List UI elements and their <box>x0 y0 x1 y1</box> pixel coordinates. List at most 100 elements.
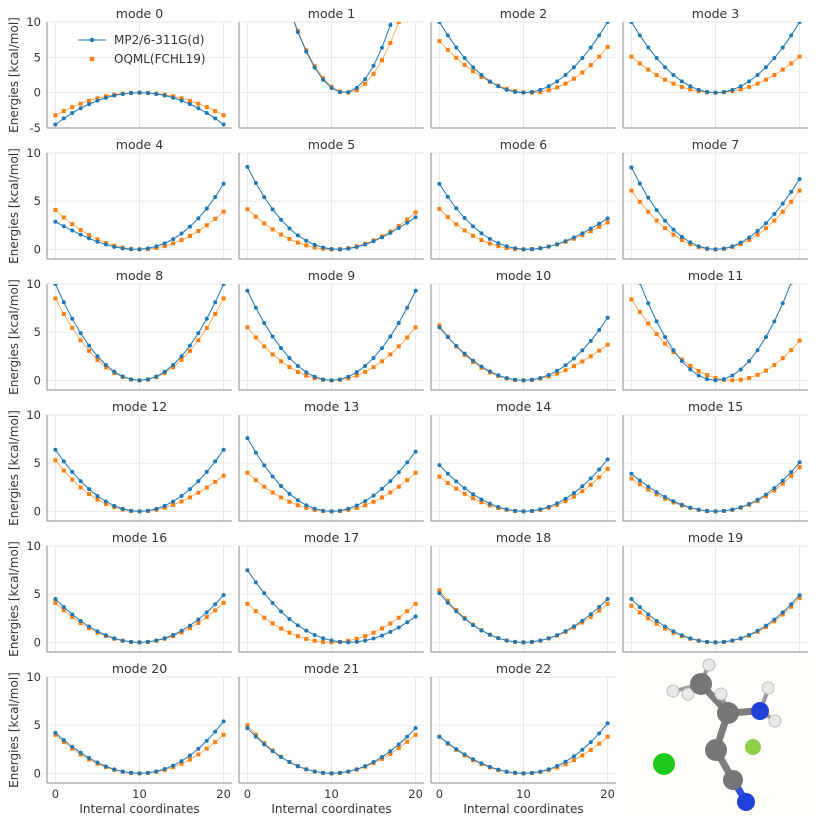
reference-point <box>53 219 58 224</box>
panel-13: mode 13 <box>238 399 424 522</box>
reference-point <box>346 374 351 379</box>
reference-point <box>346 769 351 774</box>
model-point <box>454 222 459 227</box>
reference-point <box>437 22 442 24</box>
reference-point <box>129 377 134 382</box>
reference-point <box>312 374 317 379</box>
model-point <box>797 465 802 470</box>
panel-3: mode 3 <box>622 6 808 129</box>
reference-point <box>137 771 142 776</box>
reference-point <box>120 769 125 774</box>
reference-point <box>87 487 92 492</box>
model-point <box>287 6 291 10</box>
model-point <box>262 344 267 349</box>
reference-point <box>772 56 777 61</box>
model-point <box>87 98 92 103</box>
reference-point <box>154 244 159 249</box>
model-point <box>413 601 418 606</box>
reference-point <box>53 597 58 601</box>
reference-point <box>137 247 142 252</box>
reference-point <box>721 639 726 644</box>
plot-area <box>245 288 418 383</box>
reference-point <box>87 624 92 629</box>
plot-area <box>629 460 802 514</box>
model-point <box>580 753 585 758</box>
reference-point <box>154 638 159 643</box>
reference-point <box>221 181 226 186</box>
x-tick-label: 0 <box>52 787 59 801</box>
model-point <box>304 373 309 378</box>
model-point <box>213 108 218 113</box>
reference-point <box>204 610 209 615</box>
reference-point <box>179 628 184 633</box>
reference-point <box>780 201 785 206</box>
reference-point <box>70 612 75 617</box>
reference-point <box>496 84 501 89</box>
reference-point <box>61 224 66 229</box>
model-point <box>730 378 735 383</box>
reference-point <box>437 734 442 739</box>
reference-point <box>555 501 560 506</box>
reference-point <box>462 752 467 757</box>
reference-point <box>654 208 659 213</box>
model-point <box>70 615 75 620</box>
reference-point <box>262 463 267 468</box>
model-point <box>103 365 108 370</box>
model-point <box>262 484 267 489</box>
reference-point <box>162 767 167 772</box>
reference-point <box>95 354 100 359</box>
reference-point <box>253 580 258 585</box>
reference-point <box>120 374 125 379</box>
plot-area <box>437 22 610 95</box>
reference-point <box>580 484 585 489</box>
model-point <box>70 222 75 227</box>
panel-title: mode 22 <box>496 661 551 676</box>
model-point <box>755 81 760 86</box>
reference-point <box>705 246 710 251</box>
reference-point <box>95 239 100 244</box>
reference-point <box>513 639 518 644</box>
x-tick-label: 20 <box>408 787 423 801</box>
hydrogen-atom <box>666 684 680 698</box>
model-point <box>245 325 250 330</box>
chlorine-atom <box>653 753 675 775</box>
reference-point <box>70 228 75 233</box>
reference-point <box>354 85 359 90</box>
reference-point <box>721 89 726 94</box>
model-point <box>396 223 401 228</box>
model-point <box>187 348 192 353</box>
reference-point <box>346 640 351 645</box>
reference-point <box>637 478 642 483</box>
reference-point <box>663 624 668 629</box>
reference-point <box>580 348 585 353</box>
reference-point <box>747 235 752 240</box>
model-point <box>597 54 602 59</box>
model-point <box>204 223 209 228</box>
model-point <box>95 237 100 242</box>
model-point <box>763 368 768 373</box>
reference-point <box>521 509 526 514</box>
x-tick-label: 20 <box>600 787 615 801</box>
plot-area <box>53 90 226 127</box>
reference-point <box>145 377 150 382</box>
reference-point <box>479 628 484 633</box>
reference-point <box>437 591 442 596</box>
panel-11: mode 11 <box>622 268 808 391</box>
model-point <box>413 470 418 475</box>
reference-point <box>112 369 117 374</box>
panel-title: mode 15 <box>688 399 743 414</box>
model-point <box>629 297 634 302</box>
model-point <box>588 63 593 68</box>
model-point <box>187 233 192 238</box>
reference-point <box>496 373 501 378</box>
model-point <box>597 348 602 353</box>
model-point <box>405 335 410 340</box>
reference-point <box>654 490 659 495</box>
y-axis-label: Energies [kcal/mol] <box>7 279 21 395</box>
y-tick-label: 10 <box>26 277 41 291</box>
reference-point <box>588 226 593 231</box>
model-point <box>187 626 192 631</box>
reference-point <box>629 471 634 476</box>
model-point <box>789 61 794 66</box>
model-point <box>437 474 442 479</box>
